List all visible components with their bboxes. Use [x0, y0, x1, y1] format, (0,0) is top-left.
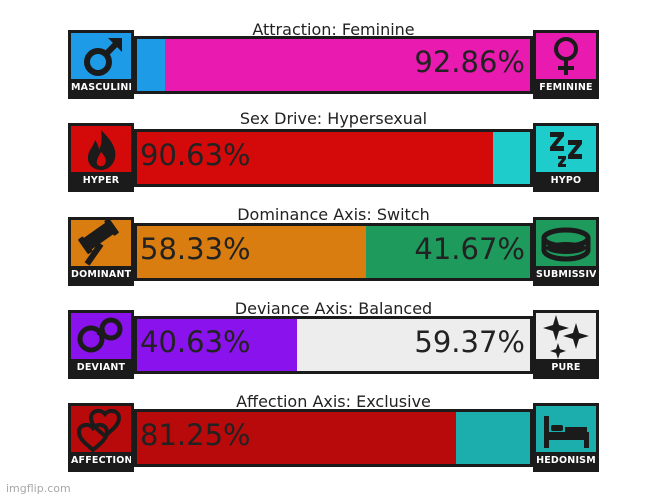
- badge-label: PURE: [536, 359, 596, 376]
- hearts-icon: [71, 406, 131, 452]
- sparkles-icon: [536, 313, 596, 359]
- bar-right-segment: [456, 412, 530, 464]
- dominant-badge: DOMINANT: [68, 217, 134, 286]
- flame-icon: [71, 126, 131, 172]
- axis-title: Attraction: Feminine: [252, 20, 415, 39]
- badge-label: HEDONISM: [536, 452, 596, 469]
- badge-label: HYPO: [536, 172, 596, 189]
- bar-right-segment: [493, 132, 530, 184]
- axis-title: Affection Axis: Exclusive: [236, 392, 431, 411]
- badge-label: DEVIANT: [71, 359, 131, 376]
- sleep-zzz-icon: [536, 126, 596, 172]
- bar-left-segment: 58.33%: [137, 226, 367, 278]
- axis-bar: 92.86%: [134, 36, 533, 94]
- badge-label: FEMININE: [536, 79, 596, 96]
- badge-label: AFFECTION: [71, 452, 131, 469]
- bar-right-segment: 59.37%: [296, 319, 530, 371]
- collar-icon: [536, 220, 596, 266]
- bed-icon: [536, 406, 596, 452]
- bar-left-segment: [137, 39, 166, 91]
- hedonism-badge: HEDONISM: [533, 403, 599, 472]
- axis-title: Dominance Axis: Switch: [237, 205, 430, 224]
- left-percentage: 58.33%: [140, 232, 251, 266]
- left-percentage: 40.63%: [140, 325, 251, 359]
- badge-label: SUBMISSIVE: [536, 266, 596, 283]
- submissive-badge: SUBMISSIVE: [533, 217, 599, 286]
- right-percentage: 59.37%: [414, 325, 525, 359]
- watermark: imgflip.com: [6, 482, 71, 495]
- bar-left-segment: 90.63%: [137, 132, 494, 184]
- hyper-badge: HYPER: [68, 123, 134, 192]
- hypo-badge: HYPO: [533, 123, 599, 192]
- male-symbol-icon: [71, 33, 131, 79]
- right-percentage: 92.86%: [414, 45, 525, 79]
- axis-bar: 81.25%: [134, 409, 533, 467]
- bar-left-segment: 81.25%: [137, 412, 457, 464]
- axis-bar: 90.63%: [134, 129, 533, 187]
- axis-title: Deviance Axis: Balanced: [234, 299, 433, 318]
- deviant-badge: DEVIANT: [68, 310, 134, 379]
- masculine-badge: MASCULINE: [68, 30, 134, 99]
- left-percentage: 90.63%: [140, 138, 251, 172]
- handcuffs-icon: [71, 313, 131, 359]
- female-symbol-icon: [536, 33, 596, 79]
- affection-badge: AFFECTION: [68, 403, 134, 472]
- badge-label: MASCULINE: [71, 79, 131, 96]
- right-percentage: 41.67%: [414, 232, 525, 266]
- feminine-badge: FEMININE: [533, 30, 599, 99]
- bar-right-segment: 92.86%: [165, 39, 530, 91]
- axis-bar: 58.33% 41.67%: [134, 223, 533, 281]
- badge-label: DOMINANT: [71, 266, 131, 283]
- pure-badge: PURE: [533, 310, 599, 379]
- axis-title: Sex Drive: Hypersexual: [239, 109, 428, 128]
- axis-bar: 40.63% 59.37%: [134, 316, 533, 374]
- bar-right-segment: 41.67%: [366, 226, 530, 278]
- badge-label: HYPER: [71, 172, 131, 189]
- bar-left-segment: 40.63%: [137, 319, 297, 371]
- left-percentage: 81.25%: [140, 418, 251, 452]
- gavel-icon: [71, 220, 131, 266]
